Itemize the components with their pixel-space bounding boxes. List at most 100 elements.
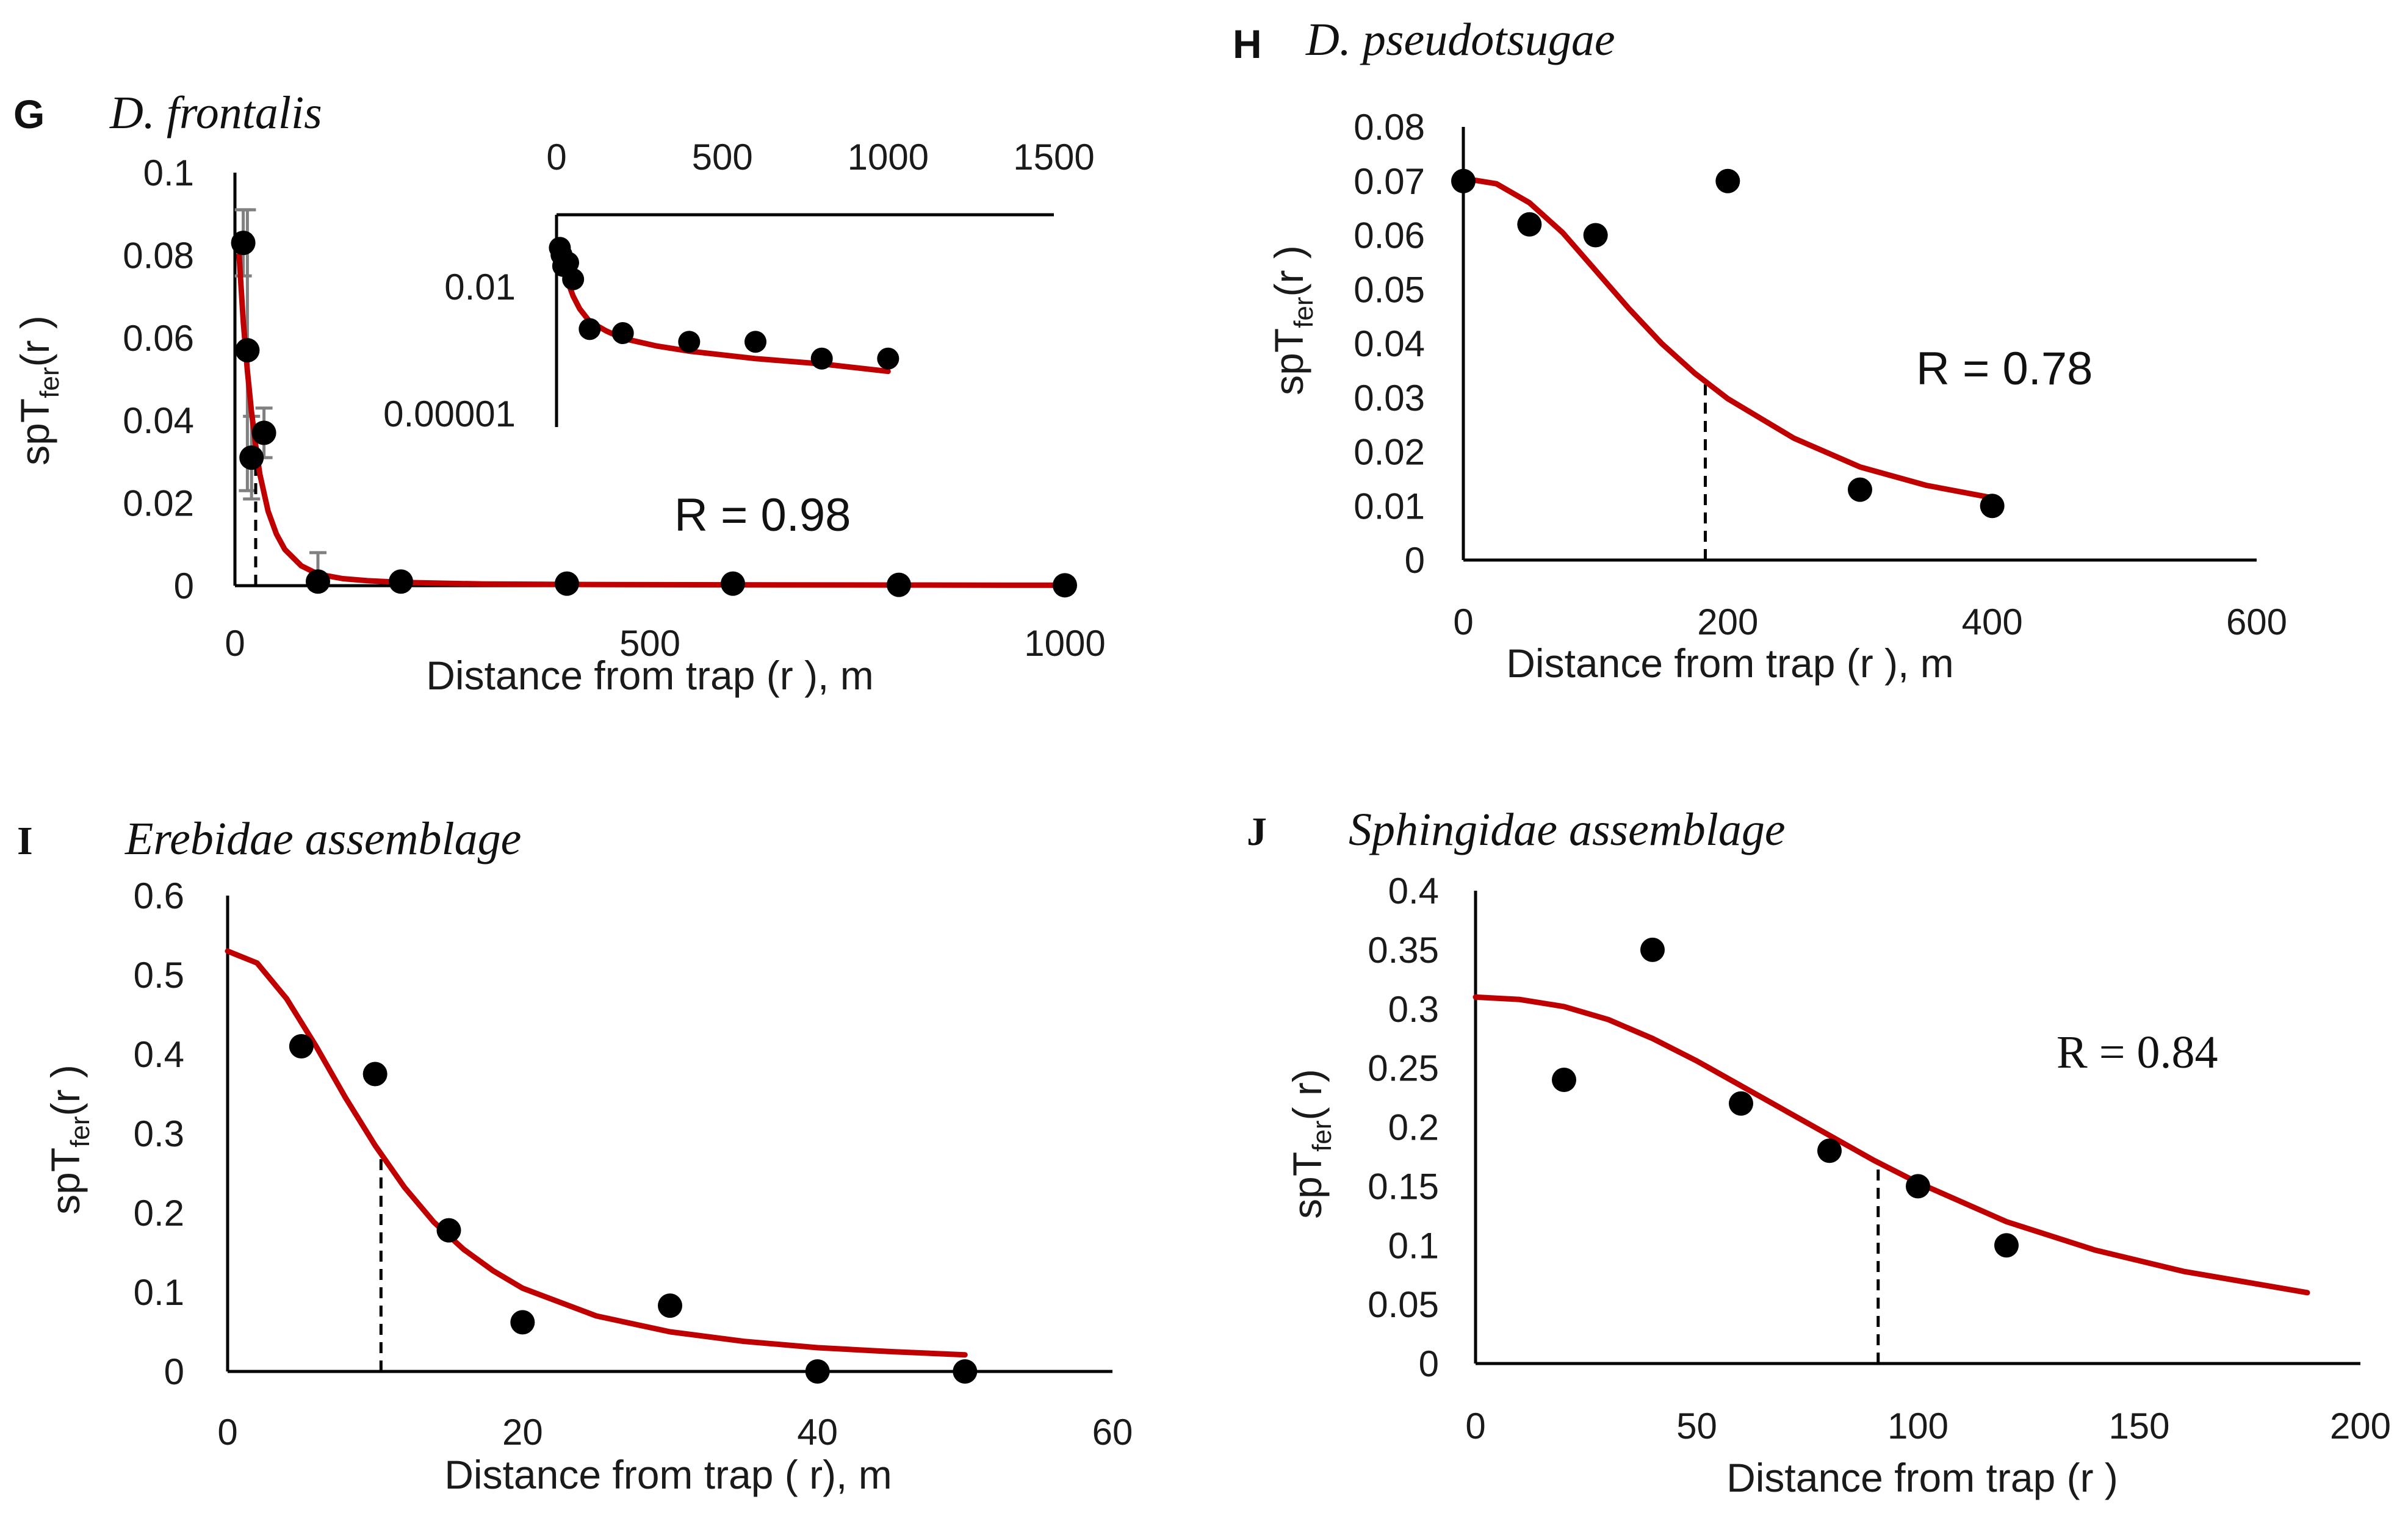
axes-g: 0 500 1000 0 0.02 0.04 0.06 0.08 0.1: [123, 153, 1106, 664]
y-tick-label-j: 0.05: [1368, 1284, 1439, 1325]
data-point-h: [1451, 168, 1476, 193]
inset-x-tick-label: 0: [546, 137, 566, 178]
data-point-g: [251, 420, 276, 445]
data-point-j: [1906, 1174, 1930, 1199]
x-tick-label-i: 60: [1092, 1412, 1133, 1453]
inset-fit-curve: [557, 251, 891, 375]
x-axis-title-g: Distance from trap (r ), m: [426, 653, 873, 698]
panel-letter-g: G: [13, 92, 45, 137]
y-tick-label-h: 0: [1405, 540, 1425, 581]
y-tick-label-g: 0.06: [123, 318, 194, 359]
y-tick-label-i: 0.1: [134, 1272, 184, 1313]
y-tick-label-j: 0.1: [1388, 1225, 1439, 1266]
panel-g: G D. frontalis 0 500 1000 0 0.02 0.04 0.06 0.08…: [12, 87, 1106, 698]
data-point-g: [555, 571, 579, 596]
r-label-g: R = 0.98: [674, 489, 851, 541]
y-tick-label-h: 0.02: [1354, 432, 1425, 473]
y-tick-label-i: 0.2: [134, 1193, 184, 1234]
data-point-h: [1980, 494, 2005, 519]
data-point-h: [1715, 168, 1740, 193]
inset-x-tick-label: 500: [692, 137, 753, 178]
inset-data-point: [579, 318, 601, 340]
x-tick-label-i: 20: [502, 1412, 543, 1453]
x-tick-label-j: 200: [2330, 1406, 2391, 1447]
panel-title-i: Erebidae assemblage: [124, 813, 521, 864]
panel-title-h: D. pseudotsugae: [1305, 14, 1615, 65]
x-axis-title-h: Distance from trap (r ), m: [1506, 641, 1953, 686]
data-point-j: [1640, 937, 1665, 962]
y-tick-label-i: 0.3: [134, 1113, 184, 1154]
axes-i: 0 20 40 60 0 0.1 0.2 0.3 0.4 0.5 0.6: [134, 875, 1133, 1453]
x-tick-label-g: 1000: [1024, 623, 1105, 664]
x-tick-label-h: 400: [1962, 602, 2023, 642]
y-tick-label-g: 0.1: [143, 153, 194, 193]
x-tick-label-h: 200: [1697, 602, 1758, 642]
inset-data-point: [611, 322, 634, 345]
inset-x-tick-label: 1000: [848, 137, 929, 178]
y-tick-label-j: 0.15: [1368, 1166, 1439, 1207]
y-axis-title-g: spTfer(r ): [12, 315, 65, 465]
panel-letter-j: J: [1247, 810, 1267, 854]
x-tick-label-j: 100: [1887, 1406, 1948, 1447]
inset-data-point: [877, 347, 899, 370]
x-tick-label-j: 50: [1676, 1406, 1717, 1447]
fit-curve-g: [236, 252, 1065, 588]
panel-h: H D. pseudotsugae 0 200 400 600 0 0.01 0.02 0.0…: [1233, 14, 2287, 686]
x-tick-label-h: 600: [2226, 602, 2287, 642]
y-tick-label-g: 0: [174, 566, 194, 606]
x-tick-label-g: 0: [225, 623, 245, 664]
data-point-i: [953, 1359, 978, 1384]
y-axis-title-h: spTfer(r ): [1266, 245, 1319, 395]
data-point-j: [1994, 1233, 2019, 1258]
fit-curve-h: [1460, 175, 1995, 501]
data-point-g: [1053, 573, 1077, 598]
y-tick-label-g: 0.02: [123, 483, 194, 524]
y-tick-label-h: 0.07: [1354, 161, 1425, 202]
panel-title-g: D. frontalis: [109, 87, 322, 138]
y-tick-label-i: 0: [164, 1351, 184, 1392]
panel-i: I Erebidae assemblage 0 20 40 6000.10.20.30…: [17, 813, 1133, 1497]
x-tick-label-i: 40: [797, 1412, 838, 1453]
y-tick-label-j: 0.25: [1368, 1048, 1439, 1089]
axes-j: 0 50 100 150 200 0 0.05 0.1 0.15 0.2 0.25 0.3 0.35 0.…: [1368, 871, 2391, 1447]
x-axis-title-j: Distance from trap (r ): [1726, 1455, 2118, 1500]
axes-h: 0 200 400 600 0 0.01 0.02 0.03 0.04 0.05 0.06 0.07 0…: [1354, 107, 2287, 642]
y-tick-label-j: 0: [1419, 1343, 1439, 1384]
data-point-g: [887, 572, 911, 597]
panel-letter-h: H: [1233, 21, 1262, 66]
panel-j: J Sphingidae assemblage 0 50 100 150 200 0 0.0…: [1247, 804, 2391, 1500]
y-tick-label-j: 0.35: [1368, 930, 1439, 971]
y-tick-label-i: 0.6: [134, 875, 184, 916]
data-point-h: [1517, 212, 1542, 237]
data-point-g: [306, 569, 330, 594]
inset-data-point: [744, 331, 766, 353]
y-tick-label-g: 0.08: [123, 235, 194, 276]
data-point-i: [436, 1218, 461, 1243]
data-point-i: [805, 1359, 830, 1384]
fit-curve-j: [1473, 994, 2310, 1296]
inset-data-point: [562, 268, 585, 290]
data-point-i: [658, 1293, 682, 1318]
data-point-i: [362, 1062, 388, 1087]
x-tick-label-g: 500: [619, 623, 680, 664]
data-point-g: [389, 569, 413, 594]
data-point-h: [1583, 223, 1608, 248]
inset-data-point: [557, 251, 580, 274]
inset-y-tick-label: 0.00001: [383, 394, 516, 434]
data-point-g: [231, 231, 256, 256]
fit-curve-i: [225, 948, 968, 1358]
y-tick-label-j: 0.3: [1388, 989, 1439, 1030]
x-tick-label-i: 0: [217, 1412, 237, 1453]
data-point-i: [289, 1034, 314, 1058]
y-tick-label-h: 0.04: [1354, 323, 1425, 364]
r-label-j: R = 0.84: [2057, 1027, 2218, 1078]
y-tick-label-i: 0.5: [134, 955, 184, 996]
y-axis-title-i: spTfer(r ): [43, 1065, 95, 1215]
y-tick-label-h: 0.08: [1354, 107, 1425, 148]
y-tick-label-g: 0.04: [123, 400, 194, 441]
r-label-h: R = 0.78: [1916, 343, 2093, 395]
inset-x-tick-label: 1500: [1013, 137, 1094, 178]
y-tick-label-h: 0.05: [1354, 269, 1425, 310]
inset-g: 0 500 1000 1500 0.00001 0.01: [383, 137, 1095, 434]
data-point-i: [510, 1310, 535, 1335]
